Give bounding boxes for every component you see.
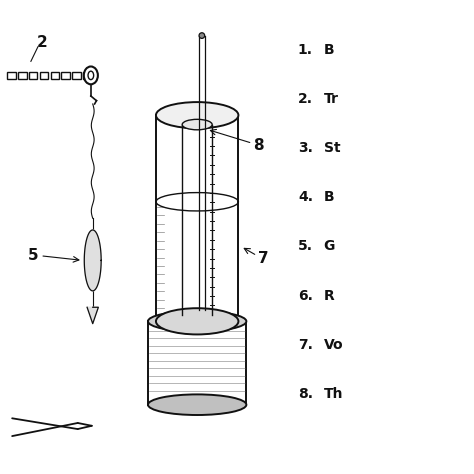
Text: B: B xyxy=(324,190,334,204)
Bar xyxy=(51,72,59,79)
Text: Vo: Vo xyxy=(324,338,343,352)
Ellipse shape xyxy=(88,71,94,80)
Ellipse shape xyxy=(156,308,238,335)
Text: 4.: 4. xyxy=(298,190,313,204)
Bar xyxy=(61,72,70,79)
Text: Tr: Tr xyxy=(324,92,338,106)
Text: Th: Th xyxy=(324,387,343,401)
Ellipse shape xyxy=(199,33,205,38)
Text: G: G xyxy=(324,239,335,254)
Text: 7: 7 xyxy=(258,251,269,265)
Bar xyxy=(8,72,16,79)
Bar xyxy=(83,72,91,79)
Text: 7.: 7. xyxy=(298,338,313,352)
Text: 8: 8 xyxy=(254,138,264,153)
Ellipse shape xyxy=(148,394,246,415)
Ellipse shape xyxy=(182,119,212,130)
Bar xyxy=(18,72,27,79)
Polygon shape xyxy=(87,307,98,324)
Text: 2.: 2. xyxy=(298,92,313,106)
Text: R: R xyxy=(324,289,335,302)
Text: 8.: 8. xyxy=(298,387,313,401)
Text: 1.: 1. xyxy=(298,43,313,56)
Text: B: B xyxy=(324,43,334,56)
Ellipse shape xyxy=(148,311,246,332)
Text: St: St xyxy=(324,141,340,155)
Bar xyxy=(72,72,81,79)
Polygon shape xyxy=(84,230,101,291)
Text: 2: 2 xyxy=(37,35,48,50)
Text: 5: 5 xyxy=(28,248,38,263)
Ellipse shape xyxy=(156,102,238,128)
Ellipse shape xyxy=(84,66,98,84)
Bar xyxy=(29,72,37,79)
Text: 5.: 5. xyxy=(298,239,313,254)
Text: 6.: 6. xyxy=(298,289,313,302)
Bar xyxy=(40,72,48,79)
Text: 3.: 3. xyxy=(298,141,313,155)
